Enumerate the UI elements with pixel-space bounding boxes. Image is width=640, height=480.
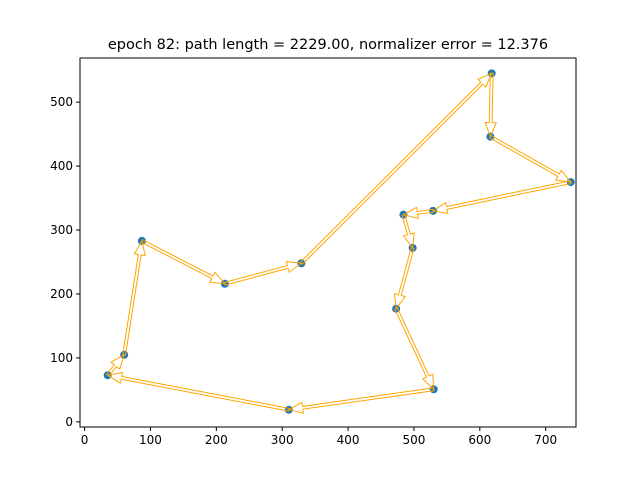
x-tick-label: 300	[271, 433, 294, 447]
path-arrow	[484, 72, 497, 139]
y-tick-label: 200	[50, 287, 73, 301]
x-axis: 0 100 200 300 400 500 600 700	[81, 427, 557, 447]
path-arrow	[223, 261, 303, 286]
path-arrow	[287, 387, 435, 414]
path-arrow	[431, 180, 572, 214]
y-tick-label: 0	[65, 415, 73, 429]
y-tick-label: 300	[50, 223, 73, 237]
axes-frame	[79, 57, 577, 428]
y-tick-label: 100	[50, 351, 73, 365]
path-arrow	[105, 353, 125, 377]
path-arrow	[106, 371, 290, 412]
y-tick-label: 400	[50, 159, 73, 173]
x-tick-label: 0	[81, 433, 89, 447]
y-tick-label: 500	[50, 95, 73, 109]
path-arrow	[122, 239, 146, 356]
path-arrow	[488, 134, 572, 183]
plot-area	[103, 69, 575, 414]
chart-title: epoch 82: path length = 2229.00, normali…	[108, 37, 548, 53]
path-arrow	[401, 213, 415, 250]
x-tick-label: 500	[403, 433, 426, 447]
path-arrow	[393, 246, 415, 311]
y-axis: 0 100 200 300 400 500	[50, 95, 80, 429]
path-arrow	[299, 72, 493, 265]
x-tick-label: 100	[139, 433, 162, 447]
x-tick-label: 200	[205, 433, 228, 447]
path-arrow	[402, 206, 434, 220]
x-tick-label: 600	[468, 433, 491, 447]
x-tick-label: 400	[337, 433, 360, 447]
path-arrow	[140, 238, 227, 285]
path-arrow	[394, 307, 435, 391]
x-tick-label: 700	[534, 433, 557, 447]
